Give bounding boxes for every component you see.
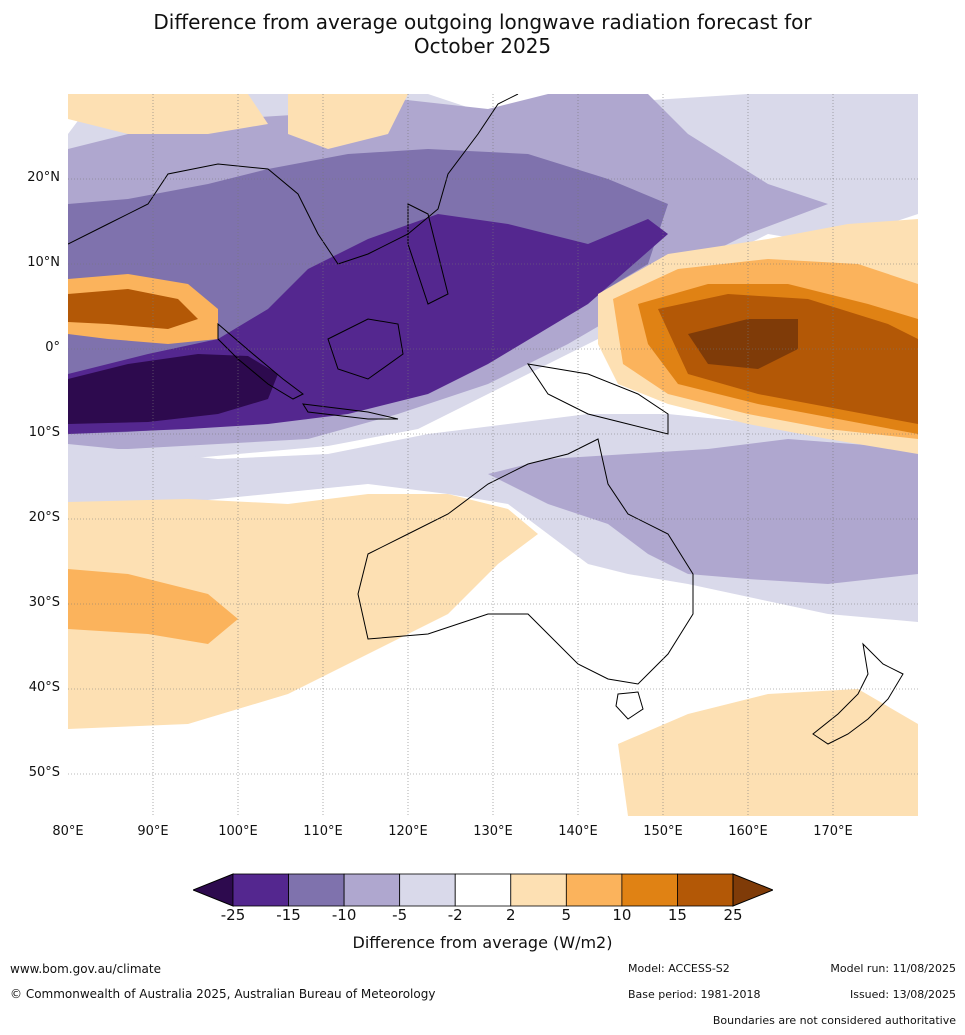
sumatra-outline <box>217 322 304 400</box>
lon-tick-160e: 160°E <box>728 824 768 839</box>
lat-tick-40s: 40°S <box>28 680 60 695</box>
olr-positive-south-indian <box>68 494 538 729</box>
footer-issued: Issued: 13/08/2025 <box>849 988 956 1001</box>
new-zealand-outline <box>812 642 904 745</box>
lat-tick-0: 0° <box>45 340 60 355</box>
lon-tick-120e: 120°E <box>388 824 428 839</box>
colorbar-cell <box>232 873 289 907</box>
olr-positive-extreme <box>688 319 798 369</box>
title-line-1: Difference from average outgoing longwav… <box>153 10 812 34</box>
colorbar-tick-label: -5 <box>392 906 408 924</box>
colorbar-extend-low <box>193 873 234 907</box>
footer-model: Model: ACCESS-S2 <box>628 962 730 975</box>
lon-tick-90e: 90°E <box>137 824 169 839</box>
olr-negative-south-medium <box>488 439 918 584</box>
colorbar-tick-label: 5 <box>561 906 572 924</box>
asia-coastline <box>68 94 519 265</box>
colorbar-cell <box>288 873 345 907</box>
map-canvas <box>68 94 918 816</box>
lon-tick-170e: 170°E <box>813 824 853 839</box>
colorbar-cell <box>343 873 401 907</box>
olr-negative-extreme <box>68 354 278 424</box>
borneo-outline <box>327 318 404 380</box>
footer-copyright: © Commonwealth of Australia 2025, Austra… <box>10 987 436 1001</box>
tasmania-outline <box>615 691 644 720</box>
lon-tick-110e: 110°E <box>303 824 343 839</box>
colorbar-cell <box>399 873 456 907</box>
chart-title: Difference from average outgoing longwav… <box>0 10 965 58</box>
colorbar-cell <box>621 873 678 907</box>
lon-tick-150e: 150°E <box>643 824 683 839</box>
colorbar-extend-high <box>732 873 773 907</box>
colorbar-tick-label: -15 <box>276 906 301 924</box>
colorbar-cell <box>565 873 623 907</box>
lat-tick-50s: 50°S <box>28 765 60 780</box>
colorbar-tick-label: -25 <box>220 906 246 924</box>
lon-tick-130e: 130°E <box>473 824 513 839</box>
graticule <box>68 94 918 816</box>
footer-disclaimer: Boundaries are not considered authoritat… <box>712 1014 956 1027</box>
colorbar <box>193 873 773 907</box>
footer-base-period: Base period: 1981-2018 <box>628 988 761 1001</box>
lat-tick-10s: 10°S <box>28 425 60 440</box>
lat-tick-10n: 10°N <box>27 255 60 270</box>
olr-positive-south-pacific <box>618 689 918 816</box>
olr-positive-north <box>68 94 268 134</box>
lon-tick-80e: 80°E <box>52 824 84 839</box>
lat-tick-30s: 30°S <box>28 595 60 610</box>
anomaly-map[interactable] <box>68 94 918 816</box>
title-line-2: October 2025 <box>413 34 552 58</box>
lat-tick-20n: 20°N <box>27 170 60 185</box>
colorbar-tick-label: 25 <box>723 906 743 924</box>
olr-positive-indian-strong <box>68 289 198 329</box>
colorbar-tick-label: -10 <box>331 906 357 924</box>
colorbar-tick-label: 15 <box>667 906 687 924</box>
colorbar-cell <box>510 873 567 907</box>
footer-website[interactable]: www.bom.gov.au/climate <box>10 962 161 976</box>
lon-tick-140e: 140°E <box>558 824 598 839</box>
australia-outline <box>357 438 694 685</box>
philippines-outline <box>407 203 449 305</box>
colorbar-cell <box>677 873 734 907</box>
olr-positive-north-2 <box>288 94 408 149</box>
colorbar-tick-label: 2 <box>505 906 516 924</box>
lat-tick-20s: 20°S <box>28 510 60 525</box>
colorbar-label: Difference from average (W/m2) <box>352 933 613 952</box>
lon-tick-100e: 100°E <box>218 824 258 839</box>
footer-model-run: Model run: 11/08/2025 <box>830 962 956 975</box>
java-outline <box>302 403 399 420</box>
olr-positive-south-indian-mod <box>68 569 238 644</box>
colorbar-tick-label: -2 <box>447 906 463 924</box>
colorbar-cell <box>454 873 512 907</box>
colorbar-tick-label: 10 <box>612 906 632 924</box>
